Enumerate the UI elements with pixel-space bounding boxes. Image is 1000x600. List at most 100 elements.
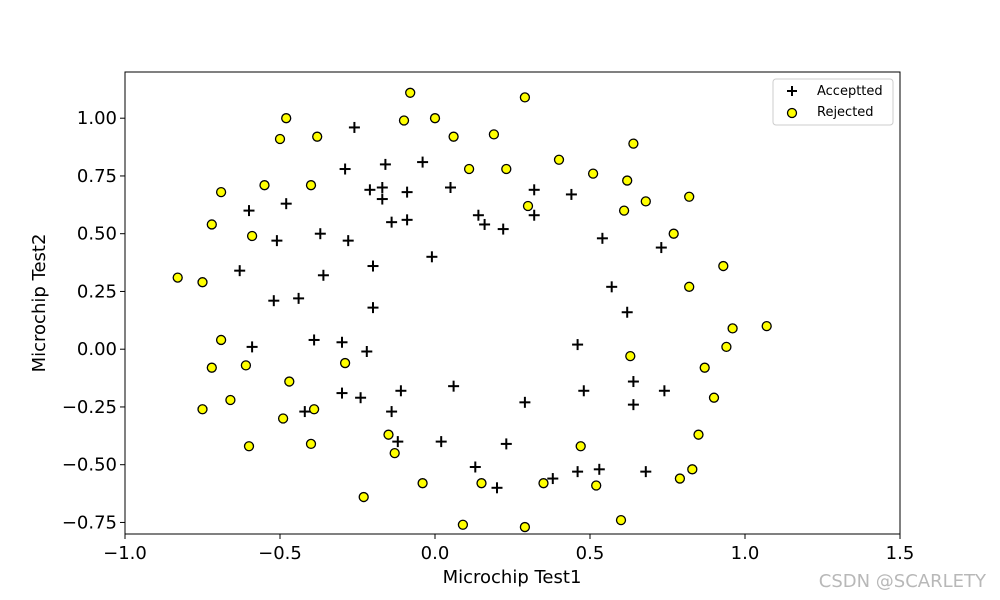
rejected-point bbox=[519, 521, 531, 533]
rejected-point bbox=[615, 514, 627, 526]
accepted-point bbox=[364, 184, 376, 196]
accepted-point bbox=[336, 336, 348, 348]
rejected-point bbox=[281, 113, 292, 124]
rejected-point bbox=[277, 413, 289, 424]
accepted-point bbox=[379, 158, 391, 170]
legend-box bbox=[772, 78, 894, 126]
rejected-point bbox=[383, 429, 394, 440]
accepted-point bbox=[355, 392, 367, 404]
accepted-point bbox=[500, 438, 512, 450]
rejected-point bbox=[463, 163, 475, 175]
accepted-point bbox=[448, 380, 460, 392]
accepted-point bbox=[547, 473, 559, 485]
accepted-point bbox=[472, 209, 484, 221]
accepted-point bbox=[386, 216, 398, 228]
y-tick-label: −0.50 bbox=[62, 455, 117, 476]
rejected-point bbox=[622, 175, 633, 186]
accepted-point bbox=[348, 121, 360, 133]
rejected-point bbox=[305, 180, 317, 191]
accepted-point bbox=[497, 223, 509, 235]
x-tick-label: 0.0 bbox=[421, 543, 450, 564]
rejected-point bbox=[312, 131, 323, 142]
rejected-point bbox=[417, 478, 428, 489]
accepted-point bbox=[293, 292, 305, 304]
y-tick-label: 0.75 bbox=[77, 166, 117, 187]
rejected-point bbox=[553, 154, 565, 165]
legend-label-rejected: Rejected bbox=[817, 105, 874, 120]
accepted-point bbox=[426, 251, 438, 263]
accepted-point bbox=[658, 385, 670, 397]
x-tick-label: 1.5 bbox=[886, 543, 915, 564]
rejected-point bbox=[538, 478, 549, 489]
rejected-point bbox=[522, 200, 534, 212]
accepted-point bbox=[435, 436, 447, 448]
accepted-point bbox=[367, 302, 379, 314]
accepted-point bbox=[336, 387, 348, 399]
accepted-point bbox=[593, 463, 605, 475]
rejected-point bbox=[215, 334, 227, 346]
x-axis-title: Microchip Test1 bbox=[443, 567, 582, 588]
accepted-point bbox=[401, 214, 413, 226]
rejected-point bbox=[721, 341, 732, 353]
accepted-point bbox=[342, 235, 354, 247]
x-tick-label: 0.5 bbox=[576, 543, 605, 564]
rejected-point bbox=[519, 92, 531, 103]
accepted-point bbox=[627, 376, 639, 388]
accepted-point bbox=[395, 385, 407, 397]
rejected-point bbox=[240, 360, 252, 371]
accepted-point bbox=[417, 156, 429, 168]
accepted-point bbox=[469, 461, 481, 473]
accepted-point bbox=[596, 232, 608, 244]
accepted-point bbox=[243, 205, 255, 217]
accepted-point bbox=[565, 188, 577, 200]
rejected-point bbox=[206, 362, 217, 373]
rejected-point bbox=[684, 191, 695, 202]
rejected-point bbox=[687, 464, 698, 475]
accepted-point bbox=[519, 396, 531, 408]
accepted-point bbox=[528, 184, 540, 196]
accepted-point bbox=[268, 295, 280, 307]
rejected-point bbox=[708, 392, 720, 403]
rejected-point bbox=[457, 519, 469, 530]
accepted-point bbox=[271, 235, 283, 247]
watermark-text: CSDN @SCARLETY bbox=[818, 571, 986, 592]
y-tick-label: −0.75 bbox=[62, 512, 117, 533]
rejected-point bbox=[591, 480, 602, 491]
rejected-point bbox=[246, 230, 258, 242]
accepted-point bbox=[528, 209, 540, 221]
accepted-point bbox=[234, 265, 246, 277]
accepted-point bbox=[640, 466, 652, 478]
accepted-point bbox=[376, 193, 388, 205]
x-tick-label: 1.0 bbox=[731, 543, 760, 564]
rejected-point bbox=[206, 219, 217, 230]
rejected-point bbox=[625, 350, 636, 362]
accepted-point bbox=[361, 346, 373, 358]
rejected-point bbox=[308, 404, 320, 415]
accepted-point bbox=[479, 218, 491, 230]
rejected-point bbox=[197, 404, 208, 415]
rejected-point bbox=[761, 320, 772, 332]
rejected-point bbox=[718, 260, 729, 272]
accepted-point bbox=[621, 306, 633, 318]
rejected-point bbox=[448, 131, 459, 142]
rejected-point bbox=[674, 473, 686, 484]
rejected-point bbox=[305, 438, 317, 450]
accepted-point bbox=[655, 242, 667, 254]
accepted-point bbox=[367, 260, 379, 272]
accepted-point bbox=[445, 182, 456, 193]
rejected-point bbox=[628, 138, 639, 149]
legend: Acceptted Rejected bbox=[772, 78, 894, 126]
accepted-point bbox=[491, 482, 503, 494]
rejected-point bbox=[284, 376, 295, 387]
data-points bbox=[172, 87, 772, 533]
rejected-point bbox=[693, 429, 704, 440]
rejected-point bbox=[215, 186, 227, 198]
accepted-point bbox=[314, 228, 326, 240]
accepted-point bbox=[376, 182, 388, 193]
rejected-point bbox=[197, 277, 208, 288]
y-tick-label: −0.25 bbox=[62, 397, 117, 418]
rejected-point bbox=[727, 323, 738, 334]
y-tick-label: 1.00 bbox=[77, 108, 117, 129]
axis-ticks: −1.0 −0.5 0.0 0.5 1.0 1.5 −0.75 −0.50 −0.25 0.00 0… bbox=[62, 108, 914, 564]
